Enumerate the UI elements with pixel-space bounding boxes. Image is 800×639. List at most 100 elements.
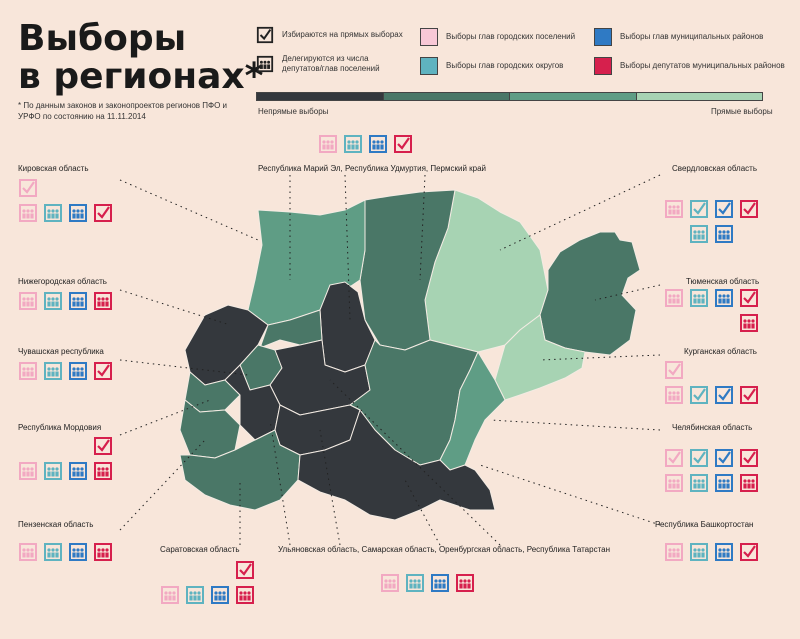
people-icon	[430, 573, 450, 593]
scale-segment-1	[257, 93, 384, 100]
icons-group-top	[318, 134, 413, 154]
check-icon	[256, 26, 274, 44]
icons-mordovia	[18, 436, 118, 481]
icons-tyumen	[664, 288, 764, 333]
check-icon	[18, 178, 38, 198]
people-icon	[689, 542, 709, 562]
legend-city-settlements: Выборы глав городских поселений	[420, 28, 575, 46]
people-icon	[43, 461, 63, 481]
check-icon	[689, 199, 709, 219]
people-icon	[689, 288, 709, 308]
icons-group-mid	[380, 573, 475, 593]
check-icon	[714, 199, 734, 219]
swatch-teal	[420, 57, 438, 75]
people-icon	[405, 573, 425, 593]
swatch-red	[594, 57, 612, 75]
check-icon	[93, 203, 113, 223]
check-icon	[235, 560, 255, 580]
scale-segment-3	[510, 93, 637, 100]
header: Выборы в регионах* * По данным законов и…	[0, 0, 800, 124]
region-tyumen	[539, 231, 641, 356]
people-icon	[235, 585, 255, 605]
check-icon	[739, 542, 759, 562]
people-icon	[18, 361, 38, 381]
people-icon	[93, 542, 113, 562]
people-icon	[18, 461, 38, 481]
swatch-blue	[594, 28, 612, 46]
people-icon	[714, 473, 734, 493]
people-icon	[43, 203, 63, 223]
people-icon	[18, 203, 38, 223]
check-icon	[664, 360, 684, 380]
people-icon	[714, 288, 734, 308]
people-icon	[43, 361, 63, 381]
people-icon	[43, 291, 63, 311]
legend-city-districts-label: Выборы глав городских округов	[446, 61, 564, 70]
people-icon	[185, 585, 205, 605]
label-penza: Пензенская область	[18, 520, 94, 529]
people-icon	[689, 224, 709, 244]
people-icon	[18, 542, 38, 562]
legend-direct: Избираются на прямых выборах	[256, 26, 403, 44]
check-icon	[714, 385, 734, 405]
label-tyumen: Тюменская область	[686, 277, 760, 286]
icons-chelyabinsk	[664, 448, 764, 493]
people-icon	[689, 473, 709, 493]
people-icon	[664, 288, 684, 308]
people-icon	[739, 473, 759, 493]
legend-direct-label: Избираются на прямых выборах	[282, 30, 403, 39]
label-kurgan: Курганская область	[684, 347, 757, 356]
scale-bar	[256, 92, 763, 101]
label-group-top: Республика Марий Эл, Республика Удмуртия…	[258, 164, 487, 173]
people-icon	[380, 573, 400, 593]
people-icon	[318, 134, 338, 154]
people-icon	[93, 461, 113, 481]
region-perm	[359, 189, 456, 351]
check-icon	[739, 385, 759, 405]
check-icon	[689, 385, 709, 405]
people-icon	[664, 385, 684, 405]
title-line-2: в регионах*	[18, 56, 264, 97]
region-orenburg	[297, 409, 496, 521]
page-title: Выборы в регионах*	[18, 20, 263, 96]
check-icon	[739, 448, 759, 468]
people-icon	[664, 542, 684, 562]
label-mordovia: Республика Мордовия	[18, 423, 102, 432]
check-icon	[664, 448, 684, 468]
people-icon	[455, 573, 475, 593]
icons-bashkortostan	[664, 542, 759, 562]
icons-nizhny	[18, 291, 113, 311]
people-icon	[68, 203, 88, 223]
scale-segment-4	[636, 93, 762, 100]
icons-saratov	[160, 560, 260, 605]
legend-delegated-label: Делегируются из числа депутатов/глав пос…	[282, 54, 380, 73]
legend-city-districts: Выборы глав городских округов	[420, 57, 563, 75]
legend-municipal-heads: Выборы глав муниципальных районов	[594, 28, 763, 46]
people-icon	[739, 313, 759, 333]
check-icon	[689, 448, 709, 468]
check-icon	[93, 436, 113, 456]
legend-municipal-heads-label: Выборы глав муниципальных районов	[620, 32, 764, 41]
legend-delegated: Делегируются из числа депутатов/глав пос…	[256, 54, 382, 74]
scale-label-left: Непрямые выборы	[258, 107, 329, 116]
people-icon	[714, 542, 734, 562]
people-icon	[664, 199, 684, 219]
title-line-1: Выборы	[18, 18, 187, 59]
people-icon	[18, 291, 38, 311]
leader-lines	[119, 174, 661, 546]
label-saratov: Саратовская область	[160, 545, 240, 554]
label-kirov: Кировская область	[18, 164, 89, 173]
label-nizhny: Нижегородская область	[18, 277, 107, 286]
people-icon	[368, 134, 388, 154]
people-icon	[68, 461, 88, 481]
footnote: * По данным законов и законопроектов рег…	[18, 101, 227, 121]
icons-sverdlovsk	[664, 199, 764, 244]
people-icon	[43, 542, 63, 562]
icons-chuvash	[18, 361, 113, 381]
check-icon	[714, 448, 734, 468]
check-icon	[739, 199, 759, 219]
icons-kurgan	[664, 360, 764, 405]
scale-segment-2	[383, 93, 510, 100]
label-bashkortostan: Республика Башкортостан	[655, 520, 754, 529]
people-icon	[160, 585, 180, 605]
